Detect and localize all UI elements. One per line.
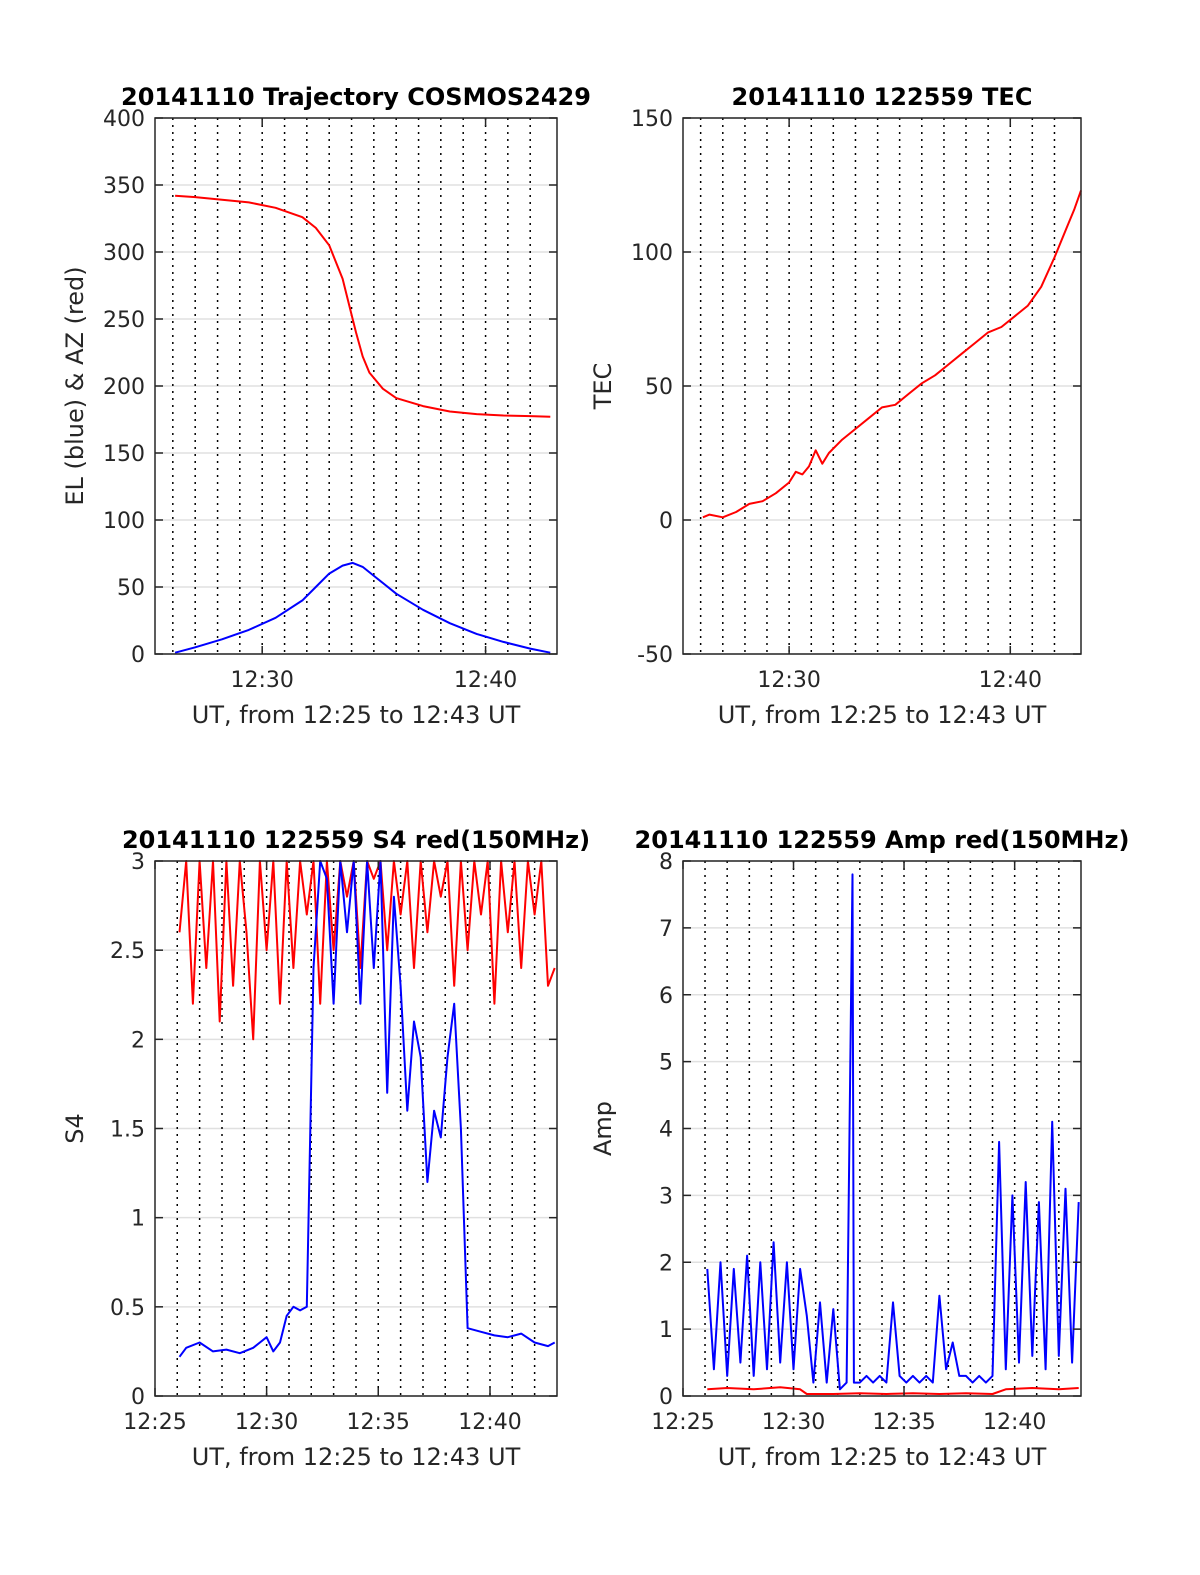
y-tick-label: 250 bbox=[103, 308, 145, 333]
y-tick-label: 7 bbox=[659, 917, 673, 942]
y-axis-label: S4 bbox=[61, 1113, 89, 1144]
s4-title: 20141110 122559 S4 red(150MHz) bbox=[122, 826, 590, 854]
y-tick-label: -50 bbox=[637, 643, 673, 668]
tec-title: 20141110 122559 TEC bbox=[732, 83, 1033, 111]
x-axis-label: UT, from 12:25 to 12:43 UT bbox=[192, 701, 521, 729]
y-tick-label: 3 bbox=[659, 1184, 673, 1209]
y-tick-label: 0 bbox=[131, 1385, 145, 1410]
trajectory-chart: 0 50 100 150 200 250 300 350 400 12:30 12:40 201411… bbox=[61, 83, 591, 729]
y-tick-label: 4 bbox=[659, 1118, 673, 1143]
trajectory-series-line-1 bbox=[174, 561, 551, 654]
amp-chart: 0 1 2 3 4 5 6 7 8 12:25 12:30 12:35 12:40 20141110 12… bbox=[589, 826, 1129, 1471]
x-tick-label: 12:35 bbox=[872, 1410, 935, 1435]
x-tick-label: 12:35 bbox=[347, 1410, 410, 1435]
x-tick-label: 12:30 bbox=[230, 668, 293, 693]
y-tick-label: 400 bbox=[103, 107, 145, 132]
x-axis-label: UT, from 12:25 to 12:43 UT bbox=[718, 1443, 1047, 1471]
x-tick-label: 12:30 bbox=[757, 668, 820, 693]
y-tick-label: 50 bbox=[117, 576, 145, 601]
y-axis-label: EL (blue) & AZ (red) bbox=[61, 266, 89, 505]
x-axis-label: UT, from 12:25 to 12:43 UT bbox=[192, 1443, 521, 1471]
y-tick-label: 8 bbox=[659, 850, 673, 875]
y-tick-label: 150 bbox=[631, 107, 673, 132]
x-tick-label: 12:25 bbox=[651, 1410, 714, 1435]
x-axis-label: UT, from 12:25 to 12:43 UT bbox=[718, 701, 1047, 729]
x-tick-label: 12:40 bbox=[979, 668, 1042, 693]
y-tick-label: 2 bbox=[131, 1028, 145, 1053]
tec-series-line-0 bbox=[702, 190, 1082, 519]
y-tick-label: 350 bbox=[103, 174, 145, 199]
y-tick-label: 100 bbox=[631, 241, 673, 266]
amp-title: 20141110 122559 Amp red(150MHz) bbox=[635, 826, 1130, 854]
y-tick-label: 0 bbox=[659, 1385, 673, 1410]
y-tick-label: 5 bbox=[659, 1051, 673, 1076]
s4-chart: 0 0.5 1 1.5 2 2.5 3 12:25 12:30 12:35 12:40 2014111… bbox=[61, 826, 590, 1471]
y-tick-label: 0.5 bbox=[110, 1296, 145, 1321]
y-tick-label: 200 bbox=[103, 375, 145, 400]
y-tick-label: 100 bbox=[103, 509, 145, 534]
y-tick-label: 50 bbox=[645, 375, 673, 400]
tec-chart: -50 0 50 100 150 12:30 12:40 20141110 122559 TE… bbox=[589, 83, 1082, 729]
y-tick-label: 2 bbox=[659, 1251, 673, 1276]
x-tick-label: 12:40 bbox=[983, 1410, 1046, 1435]
y-tick-label: 2.5 bbox=[110, 939, 145, 964]
y-tick-label: 1 bbox=[131, 1207, 145, 1232]
trajectory-series-line-0 bbox=[175, 194, 551, 418]
y-axis-label: Amp bbox=[589, 1101, 617, 1156]
s4-series-line-1 bbox=[178, 860, 556, 1358]
x-tick-label: 12:25 bbox=[123, 1410, 186, 1435]
x-tick-label: 12:40 bbox=[458, 1410, 521, 1435]
y-tick-label: 300 bbox=[103, 241, 145, 266]
amp-series-line-1 bbox=[706, 873, 1080, 1391]
x-tick-label: 12:40 bbox=[454, 668, 517, 693]
trajectory-title: 20141110 Trajectory COSMOS2429 bbox=[121, 83, 591, 111]
x-tick-label: 12:30 bbox=[762, 1410, 825, 1435]
y-tick-label: 1 bbox=[659, 1318, 673, 1343]
y-tick-label: 0 bbox=[131, 643, 145, 668]
y-tick-label: 1.5 bbox=[110, 1118, 145, 1143]
x-tick-label: 12:30 bbox=[235, 1410, 298, 1435]
y-axis-label: TEC bbox=[589, 363, 617, 411]
y-tick-label: 0 bbox=[659, 509, 673, 534]
y-tick-label: 150 bbox=[103, 442, 145, 467]
y-tick-label: 6 bbox=[659, 984, 673, 1009]
y-tick-label: 3 bbox=[131, 850, 145, 875]
